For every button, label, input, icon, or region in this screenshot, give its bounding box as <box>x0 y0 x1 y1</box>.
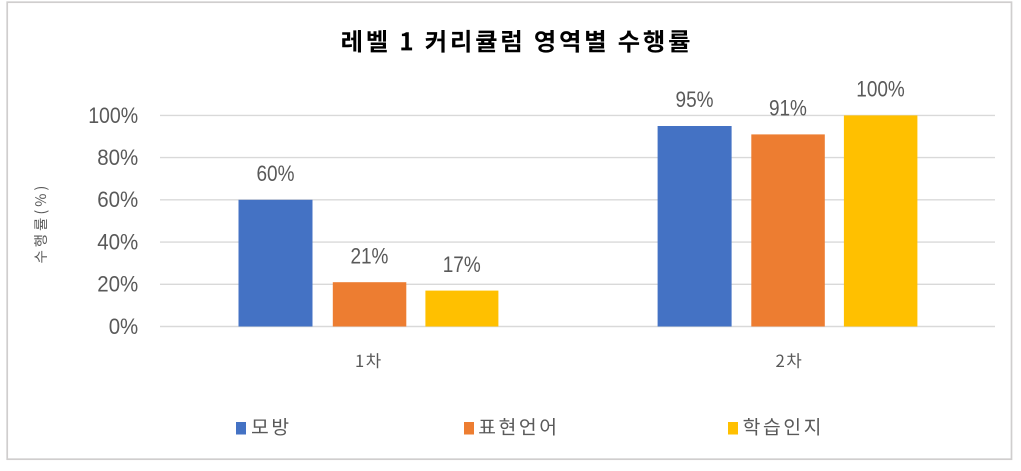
svg-text:100%: 100% <box>856 77 905 102</box>
svg-text:100%: 100% <box>88 103 138 128</box>
svg-text:95%: 95% <box>676 87 714 112</box>
svg-text:0%: 0% <box>109 314 139 339</box>
svg-text:80%: 80% <box>97 145 138 170</box>
svg-text:20%: 20% <box>97 272 138 297</box>
svg-text:40%: 40% <box>97 230 138 255</box>
svg-text:21%: 21% <box>350 243 388 268</box>
svg-text:17%: 17% <box>443 252 481 277</box>
svg-text:91%: 91% <box>769 96 807 121</box>
svg-text:60%: 60% <box>97 187 138 212</box>
svg-text:60%: 60% <box>257 161 295 186</box>
